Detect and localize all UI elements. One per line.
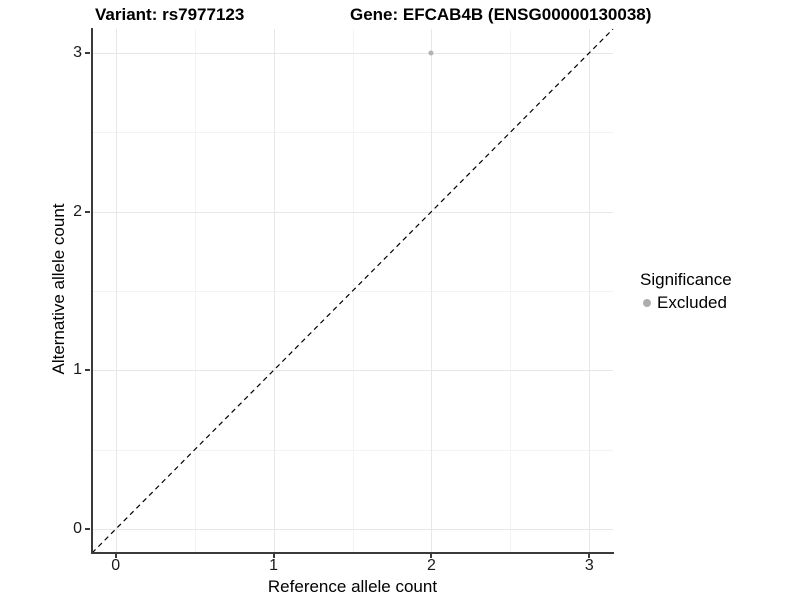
gridline-minor-horizontal [92, 449, 613, 451]
plot-title-gene: Gene: EFCAB4B (ENSG00000130038) [350, 5, 652, 24]
gridline-major-horizontal [92, 529, 613, 531]
y-axis-line [91, 28, 93, 554]
x-axis-tick-mark [114, 553, 117, 558]
plot-panel: 0 1 2 3 0 1 2 3 [73, 28, 614, 574]
y-axis-tick-label: 0 [73, 520, 82, 538]
legend: Significance Excluded [640, 270, 732, 313]
y-axis-tick-mark [85, 51, 90, 54]
plot-title-variant: Variant: rs7977123 [95, 5, 245, 24]
gridline-major-vertical [431, 29, 433, 553]
data-point [428, 50, 434, 56]
gridline-minor-horizontal [92, 132, 613, 134]
legend-item-label: Excluded [657, 293, 727, 312]
x-axis-tick-label: 1 [269, 557, 278, 574]
gridline-major-horizontal [92, 370, 613, 372]
x-axis-tick-mark [588, 553, 591, 558]
identity-reference-line [91, 28, 614, 554]
x-axis-tick-label: 2 [426, 557, 436, 574]
y-axis-tick-label: 1 [73, 361, 82, 379]
x-axis-tick-mark [272, 553, 275, 558]
legend-item-excluded: Excluded [640, 293, 732, 313]
legend-key-dot-icon [643, 299, 651, 307]
gridline-major-vertical [589, 29, 591, 553]
y-axis-tick-mark [85, 528, 90, 531]
y-axis-tick-label: 3 [73, 43, 82, 61]
x-axis-tick-label: 0 [111, 557, 121, 574]
legend-title: Significance [640, 270, 732, 289]
x-axis-tick-label: 3 [584, 557, 594, 574]
x-axis-tick-mark [430, 553, 433, 558]
y-axis-title: Alternative allele count [49, 203, 68, 375]
y-axis-tick-mark [85, 210, 90, 213]
x-axis-line [91, 552, 614, 554]
gridline-major-horizontal [92, 211, 613, 213]
x-axis-title: Reference allele count [267, 577, 438, 596]
reference-line-layer [91, 28, 614, 554]
y-axis-tick-label: 2 [73, 202, 82, 220]
gridline-major-vertical [273, 29, 275, 553]
y-axis-tick-mark [85, 369, 90, 372]
gridline-major-horizontal [92, 52, 613, 54]
gridline-major-vertical [115, 29, 117, 553]
